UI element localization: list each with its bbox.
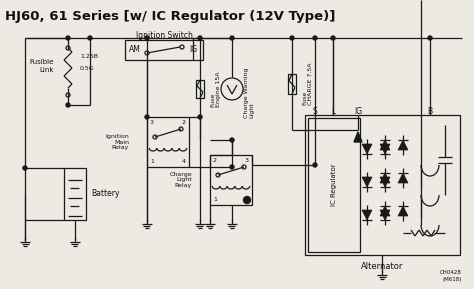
Polygon shape xyxy=(380,177,390,187)
Polygon shape xyxy=(380,144,390,154)
Polygon shape xyxy=(380,206,390,216)
Text: Fuse
CHARGE 7.5A: Fuse CHARGE 7.5A xyxy=(302,63,313,105)
Circle shape xyxy=(230,165,234,169)
Text: HJ60, 61 Series [w/ IC Regulator (12V Type)]: HJ60, 61 Series [w/ IC Regulator (12V Ty… xyxy=(5,10,336,23)
Polygon shape xyxy=(398,173,408,183)
Text: 1: 1 xyxy=(213,197,217,202)
Circle shape xyxy=(428,36,432,40)
Text: Fuse
Engine 15A: Fuse Engine 15A xyxy=(210,71,221,107)
Polygon shape xyxy=(380,210,390,220)
Text: 3: 3 xyxy=(150,120,154,125)
Bar xyxy=(64,168,86,220)
Circle shape xyxy=(145,36,149,40)
Circle shape xyxy=(313,36,317,40)
Bar xyxy=(305,115,460,255)
Polygon shape xyxy=(398,206,408,216)
Bar xyxy=(308,118,360,252)
Circle shape xyxy=(66,103,70,107)
Text: B: B xyxy=(428,107,433,116)
Text: 1.25B: 1.25B xyxy=(80,53,98,58)
Text: Ignition
Main
Relay: Ignition Main Relay xyxy=(105,134,129,150)
Bar xyxy=(210,155,252,205)
Circle shape xyxy=(331,36,335,40)
Text: 1: 1 xyxy=(150,159,154,164)
Text: Alternator: Alternator xyxy=(361,262,404,271)
Text: CH0428: CH0428 xyxy=(440,270,462,275)
Text: IC Regulator: IC Regulator xyxy=(331,164,337,206)
Circle shape xyxy=(198,36,202,40)
Polygon shape xyxy=(362,144,372,154)
Text: 2: 2 xyxy=(182,120,186,125)
Bar xyxy=(288,74,296,94)
Text: 3: 3 xyxy=(245,158,249,163)
Text: Battery: Battery xyxy=(91,190,119,199)
Polygon shape xyxy=(398,140,408,150)
Text: Ignition Switch: Ignition Switch xyxy=(136,31,192,40)
Circle shape xyxy=(88,36,92,40)
Text: IG: IG xyxy=(354,107,362,116)
Polygon shape xyxy=(380,140,390,150)
Circle shape xyxy=(244,197,250,203)
Text: 4: 4 xyxy=(245,197,249,202)
Text: 0.5G: 0.5G xyxy=(80,66,95,71)
Text: AM: AM xyxy=(129,45,141,55)
Text: L: L xyxy=(331,107,335,116)
Circle shape xyxy=(290,36,294,40)
Circle shape xyxy=(230,36,234,40)
Polygon shape xyxy=(362,210,372,220)
Text: Charge
Light
Relay: Charge Light Relay xyxy=(169,172,192,188)
Circle shape xyxy=(66,36,70,40)
Text: Fusible
Link: Fusible Link xyxy=(29,60,54,73)
Circle shape xyxy=(145,115,149,119)
Text: Charge Warning
Light: Charge Warning Light xyxy=(244,68,255,118)
Circle shape xyxy=(313,163,317,167)
Circle shape xyxy=(23,166,27,170)
Text: 4: 4 xyxy=(182,159,186,164)
Text: 2: 2 xyxy=(213,158,217,163)
Polygon shape xyxy=(362,177,372,187)
Text: S: S xyxy=(313,107,318,116)
Bar xyxy=(125,40,203,60)
Circle shape xyxy=(230,138,234,142)
Text: (M618): (M618) xyxy=(443,277,462,281)
Text: IG: IG xyxy=(189,45,197,55)
Polygon shape xyxy=(354,132,362,142)
Bar xyxy=(147,117,189,167)
Polygon shape xyxy=(380,173,390,183)
Bar xyxy=(196,80,204,98)
Circle shape xyxy=(198,115,202,119)
